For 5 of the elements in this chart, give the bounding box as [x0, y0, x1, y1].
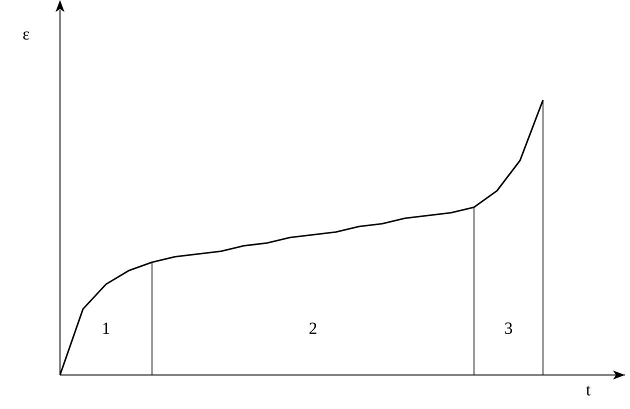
annotation: 3 [505, 322, 512, 334]
annotation: 1 [103, 322, 110, 334]
annotation: 2 [310, 322, 316, 334]
y-axis-title: ε [23, 31, 30, 40]
x-axis-title: t [586, 386, 591, 396]
